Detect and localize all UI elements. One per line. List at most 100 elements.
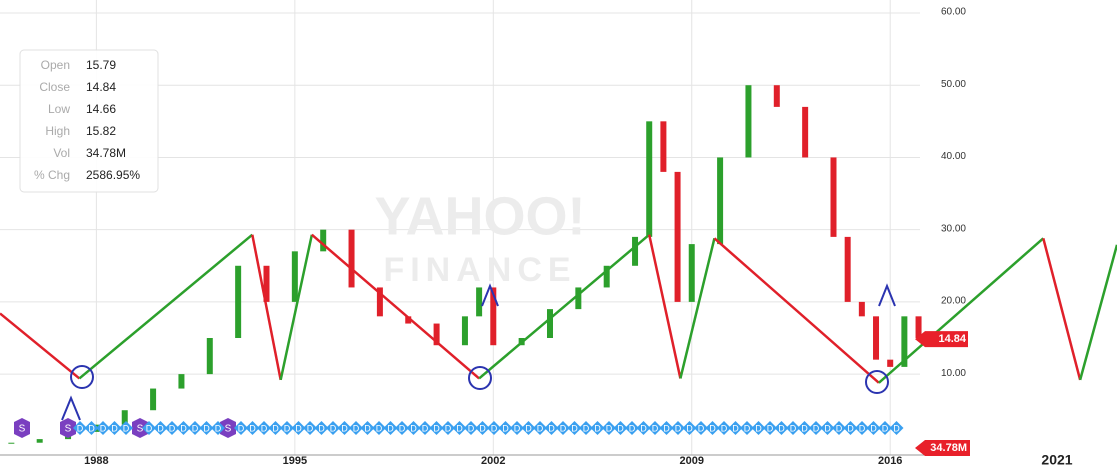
dividend-marker bbox=[820, 421, 835, 435]
dividend-marker bbox=[383, 421, 398, 435]
dividend-label: D bbox=[617, 423, 624, 433]
dividend-marker bbox=[590, 421, 605, 435]
dividend-label: D bbox=[100, 423, 107, 433]
dividend-marker bbox=[797, 421, 812, 435]
candle bbox=[433, 323, 440, 346]
circle-marker bbox=[865, 370, 889, 394]
dividend-marker bbox=[314, 421, 329, 435]
dividend-label: D bbox=[330, 423, 337, 433]
candle bbox=[575, 287, 582, 310]
dividend-label: D bbox=[801, 423, 808, 433]
dividend-label: D bbox=[215, 423, 222, 433]
candle bbox=[901, 316, 908, 367]
candle bbox=[688, 244, 695, 302]
candle bbox=[178, 374, 185, 389]
y-tick-label: 10.00 bbox=[941, 368, 966, 379]
dividend-label: D bbox=[77, 423, 84, 433]
circle-marker bbox=[70, 365, 94, 389]
dividend-marker bbox=[533, 421, 547, 435]
dividend-marker bbox=[280, 421, 294, 435]
dividend-marker bbox=[498, 421, 513, 435]
info-value: 14.84 bbox=[86, 80, 116, 94]
candles bbox=[8, 85, 922, 444]
dividend-label: D bbox=[767, 423, 774, 433]
dividend-label: D bbox=[387, 423, 394, 433]
info-label: High bbox=[45, 124, 70, 138]
dividend-label: D bbox=[399, 423, 406, 433]
split-marker bbox=[220, 418, 236, 438]
dividend-marker bbox=[153, 421, 168, 435]
dividend-label: D bbox=[640, 423, 647, 433]
dividend-marker bbox=[855, 421, 869, 435]
dividend-marker bbox=[119, 421, 133, 435]
dividend-marker bbox=[372, 421, 386, 435]
zigzag-segment bbox=[647, 234, 682, 379]
dividend-marker bbox=[291, 421, 306, 435]
dividend-marker bbox=[717, 421, 731, 435]
split-label: S bbox=[65, 424, 72, 435]
dividend-marker bbox=[613, 421, 628, 435]
dividend-marker bbox=[705, 421, 720, 435]
dividend-label: D bbox=[123, 423, 130, 433]
dividend-marker bbox=[625, 421, 639, 435]
dividend-marker bbox=[234, 421, 248, 435]
dividend-label: D bbox=[675, 423, 682, 433]
dividend-marker bbox=[544, 421, 559, 435]
candle bbox=[603, 265, 610, 288]
dividend-marker bbox=[878, 421, 892, 435]
y-tick-label: 50.00 bbox=[941, 79, 966, 90]
x-tick-label: 2016 bbox=[878, 455, 902, 467]
dividend-label: D bbox=[709, 423, 716, 433]
candle bbox=[461, 316, 468, 346]
candle bbox=[546, 309, 553, 338]
dividend-label: D bbox=[203, 423, 210, 433]
zigzag-segment bbox=[878, 237, 1045, 384]
dividend-marker bbox=[142, 421, 156, 435]
dividend-marker bbox=[303, 421, 317, 435]
watermark: FINANCE bbox=[383, 251, 576, 289]
candle bbox=[632, 236, 639, 266]
dividend-label: D bbox=[790, 423, 797, 433]
candle bbox=[858, 301, 865, 317]
dividend-marker bbox=[636, 421, 651, 435]
dividend-label: D bbox=[836, 423, 843, 433]
info-rows: Open 15.79 Close 14.84 Low 14.66 High 15.82 Vol 3… bbox=[34, 58, 140, 182]
dividend-marker bbox=[694, 421, 708, 435]
x-tick-label: 2009 bbox=[680, 455, 704, 467]
y-tick-label: 60.00 bbox=[941, 7, 966, 18]
dividend-label: D bbox=[571, 423, 578, 433]
dividend-label: D bbox=[318, 423, 325, 433]
dividend-marker bbox=[510, 421, 524, 435]
zigzag-segment bbox=[78, 233, 254, 380]
watermark: YAHOO! bbox=[374, 186, 585, 246]
dividend-label: D bbox=[686, 423, 693, 433]
dividend-marker bbox=[602, 421, 616, 435]
dividend-label: D bbox=[180, 423, 187, 433]
dividend-label: D bbox=[721, 423, 728, 433]
dividend-marker bbox=[406, 421, 421, 435]
candle bbox=[121, 410, 128, 425]
candle bbox=[660, 121, 667, 172]
dividend-marker bbox=[521, 421, 536, 435]
annotations bbox=[61, 283, 896, 421]
info-value: 15.82 bbox=[86, 124, 116, 138]
candle bbox=[745, 85, 752, 158]
dividend-label: D bbox=[146, 423, 153, 433]
split-marker bbox=[14, 418, 30, 438]
candle bbox=[476, 287, 483, 317]
zigzag-segment bbox=[0, 312, 81, 380]
dividend-label: D bbox=[537, 423, 544, 433]
dividend-marker bbox=[96, 421, 110, 435]
split-marker bbox=[132, 418, 148, 438]
dividend-label: D bbox=[456, 423, 463, 433]
dividend-label: D bbox=[88, 423, 95, 433]
dividend-label: D bbox=[824, 423, 831, 433]
candle bbox=[320, 229, 327, 252]
candle bbox=[802, 106, 809, 158]
candle bbox=[36, 439, 43, 443]
dividend-marker bbox=[556, 421, 570, 435]
split-label: S bbox=[225, 424, 232, 435]
candle bbox=[348, 229, 355, 288]
dividend-marker bbox=[832, 421, 846, 435]
dividend-marker bbox=[360, 421, 375, 435]
